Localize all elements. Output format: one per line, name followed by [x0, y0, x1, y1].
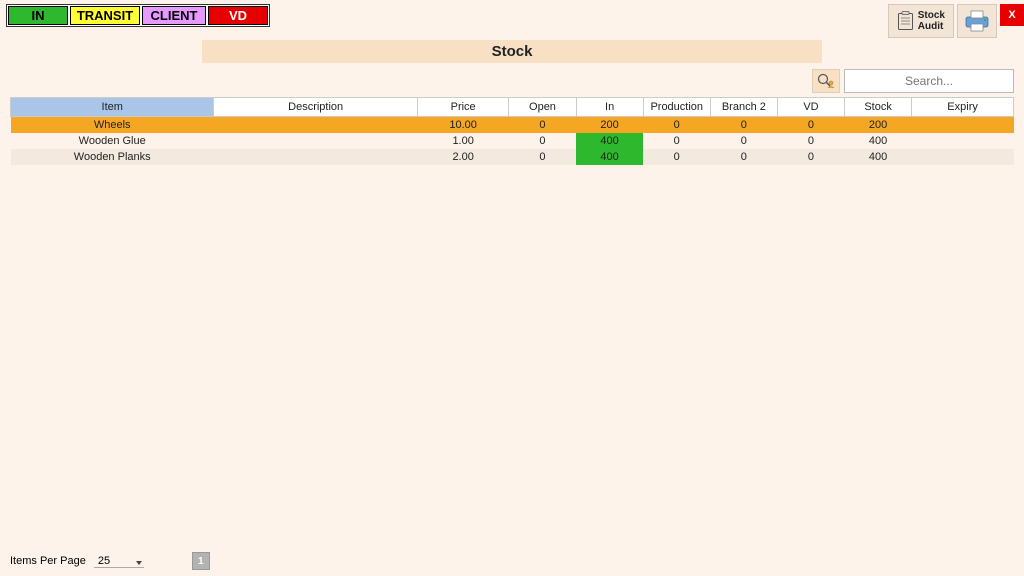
page-1-button[interactable]: 1	[192, 552, 210, 570]
cell-stock: 400	[845, 149, 912, 165]
stock-audit-button[interactable]: Stock Audit	[888, 4, 954, 38]
col-stock[interactable]: Stock	[845, 98, 912, 117]
cell-expiry	[912, 133, 1014, 149]
cell-production: 0	[643, 117, 710, 134]
col-expiry[interactable]: Expiry	[912, 98, 1014, 117]
items-per-page-value: 25	[98, 555, 110, 567]
search-input[interactable]	[844, 69, 1014, 93]
page-title: Stock	[202, 40, 822, 63]
cell-in: 400	[576, 149, 643, 165]
cell-in: 400	[576, 133, 643, 149]
cell-vd: 0	[777, 133, 844, 149]
stock-table: Item Description Price Open In Productio…	[10, 97, 1014, 165]
status-in-button[interactable]: IN	[8, 6, 68, 25]
magnifier-person-icon	[817, 73, 835, 89]
cell-branch2: 0	[710, 117, 777, 134]
cell-open: 0	[509, 117, 576, 134]
cell-vd: 0	[777, 149, 844, 165]
cell-price: 10.00	[417, 117, 509, 134]
printer-icon	[964, 9, 990, 33]
cell-price: 2.00	[417, 149, 509, 165]
clipboard-icon	[897, 11, 914, 31]
cell-production: 0	[643, 133, 710, 149]
col-description[interactable]: Description	[214, 98, 417, 117]
cell-expiry	[912, 149, 1014, 165]
cell-item: Wheels	[11, 117, 214, 134]
status-client-button[interactable]: CLIENT	[142, 6, 206, 25]
status-button-group: IN TRANSIT CLIENT VD	[6, 4, 270, 27]
cell-in: 200	[576, 117, 643, 134]
table-row[interactable]: Wooden Glue1.000400000400	[11, 133, 1014, 149]
table-header-row: Item Description Price Open In Productio…	[11, 98, 1014, 117]
cell-item: Wooden Planks	[11, 149, 214, 165]
print-button[interactable]	[957, 4, 997, 38]
cell-branch2: 0	[710, 149, 777, 165]
advanced-search-button[interactable]	[812, 69, 840, 93]
cell-open: 0	[509, 149, 576, 165]
col-vd[interactable]: VD	[777, 98, 844, 117]
stock-audit-label-1: Stock	[918, 10, 945, 21]
cell-production: 0	[643, 149, 710, 165]
cell-item: Wooden Glue	[11, 133, 214, 149]
table-row[interactable]: Wheels10.000200000200	[11, 117, 1014, 134]
stock-audit-label-2: Audit	[918, 21, 945, 32]
col-price[interactable]: Price	[417, 98, 509, 117]
cell-expiry	[912, 117, 1014, 134]
cell-stock: 400	[845, 133, 912, 149]
status-vd-button[interactable]: VD	[208, 6, 268, 25]
col-open[interactable]: Open	[509, 98, 576, 117]
close-button[interactable]: X	[1000, 4, 1024, 26]
items-per-page-select[interactable]: 25	[94, 555, 144, 568]
col-item[interactable]: Item	[11, 98, 214, 117]
col-in[interactable]: In	[576, 98, 643, 117]
col-production[interactable]: Production	[643, 98, 710, 117]
cell-description	[214, 117, 417, 134]
cell-vd: 0	[777, 117, 844, 134]
col-branch2[interactable]: Branch 2	[710, 98, 777, 117]
table-row[interactable]: Wooden Planks2.000400000400	[11, 149, 1014, 165]
cell-price: 1.00	[417, 133, 509, 149]
cell-branch2: 0	[710, 133, 777, 149]
status-transit-button[interactable]: TRANSIT	[70, 6, 140, 25]
cell-open: 0	[509, 133, 576, 149]
cell-stock: 200	[845, 117, 912, 134]
cell-description	[214, 133, 417, 149]
cell-description	[214, 149, 417, 165]
items-per-page-label: Items Per Page	[10, 555, 86, 567]
